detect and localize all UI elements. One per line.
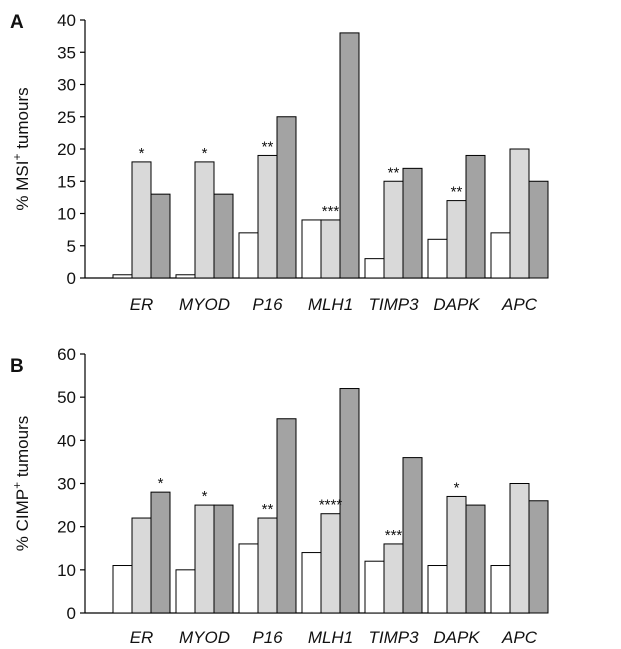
y-tick-label: 20 bbox=[57, 518, 76, 537]
bar-apc-series-1 bbox=[490, 565, 511, 614]
y-tick-label: 15 bbox=[57, 172, 76, 191]
x-tick-label-apc: APC bbox=[501, 628, 538, 647]
bar-mlh1-series-2 bbox=[320, 513, 341, 614]
x-tick-label-er: ER bbox=[130, 628, 154, 647]
bar-myod-series-2 bbox=[194, 161, 215, 279]
x-tick-label-dapk: DAPK bbox=[433, 295, 480, 314]
x-tick-label-p16: P16 bbox=[252, 295, 283, 314]
x-tick-label-myod: MYOD bbox=[179, 628, 230, 647]
y-tick-label: 30 bbox=[57, 76, 76, 95]
y-tick-label: 5 bbox=[67, 237, 76, 256]
bar-mlh1-series-1 bbox=[301, 552, 322, 614]
y-tick-label: 20 bbox=[57, 140, 76, 159]
bar-er-series-1 bbox=[112, 565, 133, 614]
significance-p16: ** bbox=[262, 138, 274, 155]
x-tick-label-p16: P16 bbox=[252, 628, 283, 647]
significance-myod: * bbox=[202, 488, 208, 505]
bar-timp3-series-2 bbox=[383, 180, 404, 279]
y-axis-title: % MSI+ tumours bbox=[10, 87, 32, 210]
bar-mlh1-series-3 bbox=[339, 388, 360, 614]
panel-label: A bbox=[10, 12, 24, 33]
y-axis-title-main: % CIMP bbox=[13, 489, 32, 551]
y-tick-label: 10 bbox=[57, 561, 76, 580]
y-tick-label: 0 bbox=[67, 269, 76, 288]
bar-p16-series-1 bbox=[238, 543, 259, 614]
bar-dapk-series-1 bbox=[427, 238, 448, 279]
bar-p16-series-1 bbox=[238, 232, 259, 279]
y-tick-label: 40 bbox=[57, 11, 76, 30]
panel-label: B bbox=[10, 356, 24, 377]
bar-p16-series-2 bbox=[257, 517, 278, 614]
y-axis-title-suffix: tumours bbox=[13, 87, 32, 153]
panel-a: A % MSI+ tumours 0 5 10 15 20 25 30 35 40 * ER * MYOD *… bbox=[10, 11, 549, 314]
bar-apc-series-2 bbox=[509, 148, 530, 279]
bar-mlh1-series-3 bbox=[339, 32, 360, 279]
bar-dapk-series-2 bbox=[446, 495, 467, 614]
x-tick-label-mlh1: MLH1 bbox=[308, 628, 353, 647]
bar-er-series-2 bbox=[131, 517, 152, 614]
significance-dapk: * bbox=[454, 479, 460, 496]
bar-myod-series-1 bbox=[175, 569, 196, 614]
significance-timp3: ** bbox=[388, 164, 400, 181]
y-axis-title: % CIMP+ tumours bbox=[10, 416, 32, 552]
bar-timp3-series-1 bbox=[364, 258, 385, 279]
y-axis-title-superscript: + bbox=[10, 154, 24, 161]
bar-myod-series-2 bbox=[194, 504, 215, 614]
x-tick-label-timp3: TIMP3 bbox=[368, 628, 419, 647]
bar-apc-series-3 bbox=[528, 500, 549, 614]
y-tick-label: 60 bbox=[57, 345, 76, 364]
bar-myod-series-1 bbox=[175, 274, 196, 279]
y-tick-label: 10 bbox=[57, 205, 76, 224]
y-axis-title-suffix: tumours bbox=[13, 416, 32, 482]
bar-timp3-series-1 bbox=[364, 560, 385, 614]
significance-er: * bbox=[158, 475, 164, 492]
bar-dapk-series-2 bbox=[446, 200, 467, 279]
significance-dapk: ** bbox=[451, 184, 463, 201]
bar-p16-series-2 bbox=[257, 154, 278, 279]
bar-dapk-series-3 bbox=[465, 504, 486, 614]
x-tick-label-timp3: TIMP3 bbox=[368, 295, 419, 314]
bar-p16-series-3 bbox=[276, 418, 297, 614]
x-tick-label-myod: MYOD bbox=[179, 295, 230, 314]
y-tick-label: 50 bbox=[57, 388, 76, 407]
significance-myod: * bbox=[202, 145, 208, 162]
bar-timp3-series-3 bbox=[402, 457, 423, 614]
bar-er-series-1 bbox=[112, 274, 133, 279]
bar-p16-series-3 bbox=[276, 116, 297, 279]
bar-apc-series-3 bbox=[528, 180, 549, 279]
significance-mlh1: **** bbox=[319, 497, 343, 514]
x-tick-label-apc: APC bbox=[501, 295, 538, 314]
bar-er-series-3 bbox=[150, 193, 171, 279]
y-tick-label: 25 bbox=[57, 108, 76, 127]
bar-apc-series-2 bbox=[509, 483, 530, 614]
bar-dapk-series-3 bbox=[465, 154, 486, 279]
y-axis-title-superscript: + bbox=[10, 482, 24, 489]
x-tick-label-er: ER bbox=[130, 295, 154, 314]
bar-timp3-series-2 bbox=[383, 543, 404, 614]
bar-mlh1-series-2 bbox=[320, 219, 341, 279]
bar-mlh1-series-1 bbox=[301, 219, 322, 279]
bar-er-series-2 bbox=[131, 161, 152, 279]
y-tick-label: 30 bbox=[57, 475, 76, 494]
bar-timp3-series-3 bbox=[402, 167, 423, 279]
bar-er-series-3 bbox=[150, 491, 171, 614]
panel-b: B % CIMP+ tumours 0 10 20 30 40 50 60 * ER * MYOD ** P… bbox=[10, 345, 549, 647]
bar-apc-series-1 bbox=[490, 232, 511, 279]
x-tick-label-dapk: DAPK bbox=[433, 628, 480, 647]
significance-p16: ** bbox=[262, 501, 274, 518]
x-tick-label-mlh1: MLH1 bbox=[308, 295, 353, 314]
y-axis-title-main: % MSI bbox=[13, 161, 32, 211]
y-tick-label: 0 bbox=[67, 604, 76, 623]
bar-myod-series-3 bbox=[213, 504, 234, 614]
y-tick-label: 35 bbox=[57, 43, 76, 62]
significance-er: * bbox=[139, 145, 145, 162]
significance-timp3: *** bbox=[385, 527, 403, 544]
bar-myod-series-3 bbox=[213, 193, 234, 279]
bar-dapk-series-1 bbox=[427, 565, 448, 614]
significance-mlh1: *** bbox=[322, 203, 340, 220]
y-tick-label: 40 bbox=[57, 431, 76, 450]
